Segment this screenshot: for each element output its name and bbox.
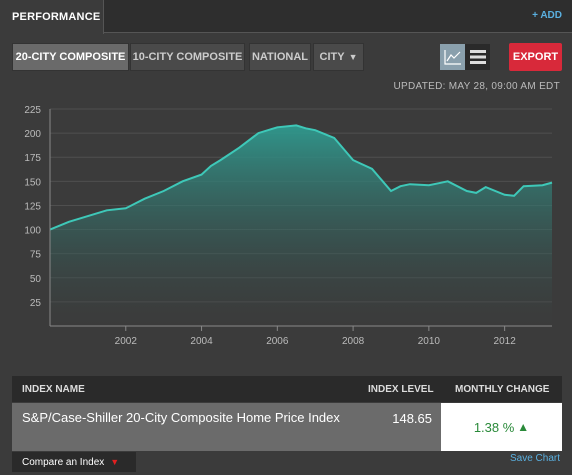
x-tick-label: 2010	[418, 336, 441, 347]
city-dropdown[interactable]: CITY ▼	[313, 43, 364, 71]
y-tick-label: 25	[30, 298, 42, 309]
y-tick-label: 225	[24, 105, 41, 116]
top-bar: PERFORMANCE + ADD	[0, 0, 572, 34]
performance-chart: 25 50 75 100 125 150 175 200 225 2002 2004 2006 200…	[24, 105, 553, 347]
table-header: INDEX NAME INDEX LEVEL MONTHLY CHANGE	[12, 376, 562, 402]
index-name-cell: S&P/Case-Shiller 20-City Composite Home …	[22, 410, 340, 425]
x-tick-label: 2012	[494, 336, 517, 347]
column-header-name: INDEX NAME	[22, 384, 85, 395]
tab-national[interactable]: NATIONAL	[249, 43, 311, 71]
tab-label: NATIONAL	[251, 51, 308, 63]
y-tick-label: 100	[24, 226, 41, 237]
y-tick-label: 175	[24, 153, 41, 164]
index-level-cell: 148.65	[392, 411, 432, 426]
tab-label: 10-CITY COMPOSITE	[132, 51, 243, 63]
y-tick-label: 125	[24, 201, 41, 212]
line-chart-view-button[interactable]	[440, 44, 465, 70]
monthly-change-value: 1.38 %	[473, 419, 515, 435]
chevron-down-icon: ▼	[110, 457, 120, 467]
tab-label: CITY	[319, 51, 345, 63]
table-view-button[interactable]	[465, 44, 490, 70]
y-tick-label: 200	[24, 129, 41, 140]
updated-timestamp: UPDATED: MAY 28, 09:00 AM EDT	[393, 81, 560, 92]
export-button[interactable]: EXPORT	[509, 43, 562, 71]
tab-performance[interactable]: PERFORMANCE	[0, 0, 104, 34]
y-tick-label: 150	[24, 177, 41, 188]
up-arrow-icon: ▲	[517, 420, 530, 434]
tab-10-city-composite[interactable]: 10-CITY COMPOSITE	[130, 43, 245, 71]
save-chart-link[interactable]: Save Chart	[509, 453, 560, 464]
x-tick-label: 2004	[190, 336, 213, 347]
table-row[interactable]: S&P/Case-Shiller 20-City Composite Home …	[12, 403, 562, 451]
y-tick-label: 50	[30, 274, 42, 285]
line-chart-icon	[443, 50, 461, 65]
column-header-level: INDEX LEVEL	[368, 384, 434, 395]
series-line	[49, 124, 553, 231]
x-tick-label: 2006	[266, 336, 289, 347]
compare-index-button[interactable]: Compare an Index ▼	[12, 452, 136, 472]
tab-20-city-composite[interactable]: 20-CITY COMPOSITE	[12, 43, 129, 71]
monthly-change-cell: 1.38 % ▲	[441, 403, 562, 451]
x-tick-label: 2002	[115, 336, 138, 347]
chevron-down-icon: ▼	[348, 52, 358, 62]
add-link[interactable]: + ADD	[532, 10, 562, 21]
y-tick-label: 75	[30, 250, 42, 261]
chart-area: 25 50 75 100 125 150 175 200 225 2002 2004 2006 200…	[0, 95, 572, 360]
column-header-change: MONTHLY CHANGE	[455, 384, 550, 395]
compare-label: Compare an Index	[22, 456, 105, 468]
table-view-icon	[469, 50, 486, 64]
series-area	[50, 125, 552, 327]
view-toggle	[440, 44, 490, 70]
x-tick-label: 2008	[342, 336, 365, 347]
tab-label: 20-CITY COMPOSITE	[15, 51, 126, 63]
